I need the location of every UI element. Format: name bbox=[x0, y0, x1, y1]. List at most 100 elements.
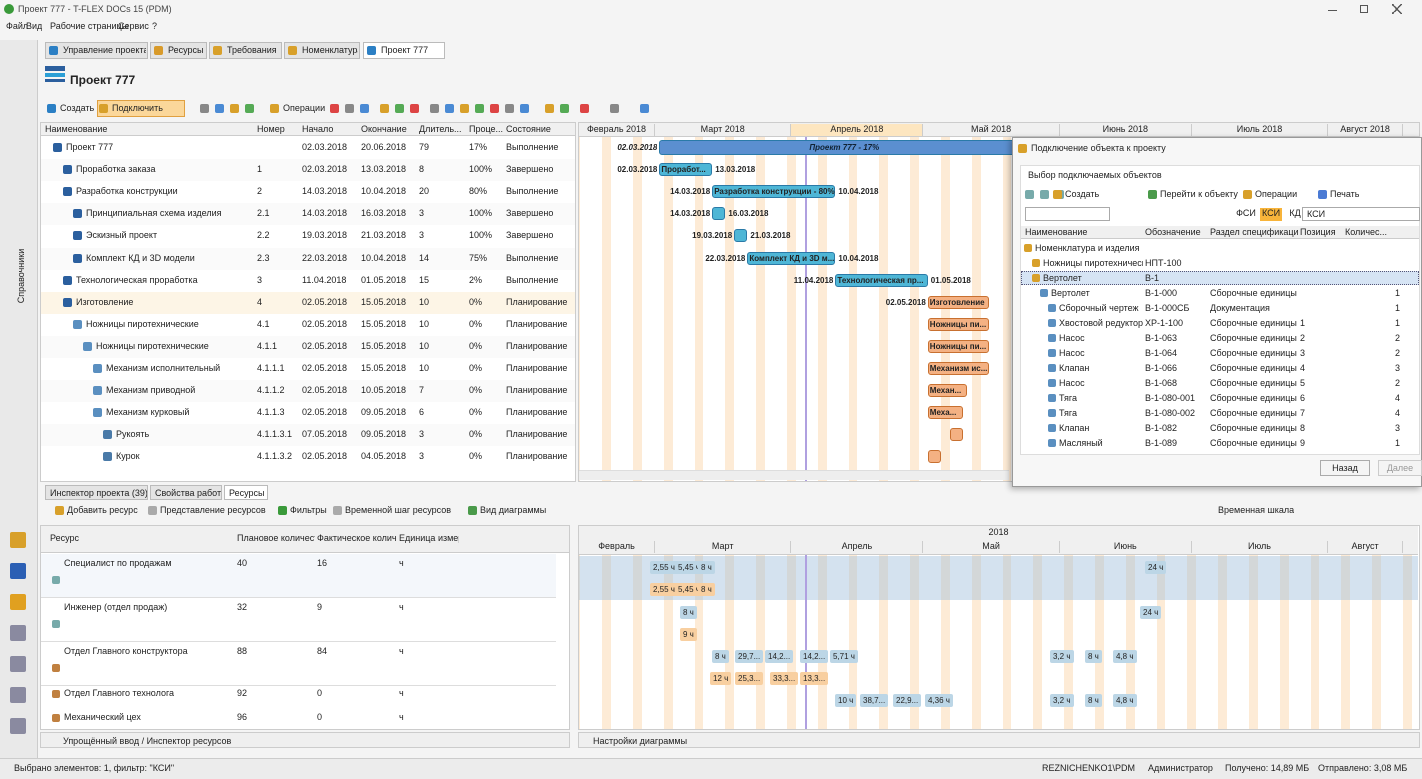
cell: 02.03.2018 bbox=[302, 164, 359, 176]
cell: 04.05.2018 bbox=[361, 451, 417, 463]
cell: Выполнение bbox=[506, 186, 571, 198]
load-chip: 8 ч bbox=[712, 650, 729, 663]
dialog-button[interactable]: Назад bbox=[1320, 460, 1370, 476]
dialog-toolbar-button[interactable]: Перейти к объекту bbox=[1160, 189, 1238, 201]
icon bbox=[1243, 190, 1252, 199]
dialog-toolbar-button[interactable]: Создать bbox=[1065, 189, 1099, 201]
resource-cell: 96 bbox=[237, 712, 315, 724]
dialog-toolbar-button[interactable]: Печать bbox=[1330, 189, 1359, 201]
dialog-toolbar-button[interactable]: Операции bbox=[1255, 189, 1297, 201]
resource-footer[interactable]: Упрощённый ввод / Инспектор ресурсов bbox=[40, 732, 570, 748]
cell: 100% bbox=[469, 164, 504, 176]
icon bbox=[1048, 319, 1056, 327]
resource-column: Фактическое количество bbox=[317, 533, 397, 545]
toolbar-button[interactable]: Операции bbox=[283, 103, 325, 115]
cell: Ножницы пиротехнические bbox=[86, 319, 256, 331]
icon bbox=[445, 104, 454, 113]
icon bbox=[73, 254, 82, 263]
column-header: Окончание bbox=[361, 124, 417, 136]
icon bbox=[52, 690, 60, 698]
resource-toolbar-button[interactable]: Временной шаг ресурсов bbox=[345, 505, 451, 517]
resource-toolbar-button[interactable]: Представление ресурсов bbox=[160, 505, 266, 517]
tab-label[interactable]: Управление проектами bbox=[63, 45, 146, 57]
combo-box[interactable] bbox=[1025, 207, 1110, 221]
icon bbox=[1024, 244, 1032, 252]
dialog-cell: Сборочные единицы bbox=[1210, 393, 1298, 405]
status-item: Администратор bbox=[1148, 763, 1213, 775]
resource-toolbar-button[interactable]: Вид диаграммы bbox=[480, 505, 546, 517]
column-header: Номер bbox=[257, 124, 299, 136]
timescale-button[interactable]: Временная шкала bbox=[1218, 505, 1294, 517]
cell: Ножницы пиротехнические bbox=[96, 341, 256, 353]
cell: 15.05.2018 bbox=[361, 363, 417, 375]
window-minimize[interactable] bbox=[1328, 10, 1337, 11]
filter-button[interactable]: КСИ bbox=[1260, 208, 1282, 221]
window-maximize[interactable] bbox=[1360, 5, 1368, 13]
cell: 1 bbox=[257, 164, 299, 176]
cell: 02.05.2018 bbox=[302, 341, 359, 353]
bar-label: Ножницы пи... bbox=[930, 320, 992, 331]
resource-cell: 92 bbox=[237, 688, 315, 700]
cell: Проработка заказа bbox=[76, 164, 256, 176]
dialog-cell: Сборочные единицы bbox=[1210, 423, 1298, 435]
icon bbox=[213, 46, 222, 55]
load-chip: 25,3... bbox=[735, 672, 763, 685]
icon bbox=[490, 104, 499, 113]
cell: 4.1.1.3.2 bbox=[257, 451, 299, 463]
menu-item[interactable]: Файл bbox=[6, 21, 28, 35]
cell: 15.05.2018 bbox=[361, 297, 417, 309]
cell: 4.1.1.1 bbox=[257, 363, 299, 375]
filter-button[interactable]: ФСИ bbox=[1235, 208, 1257, 221]
menu-item[interactable]: Сервис bbox=[118, 21, 149, 35]
toolbar-button[interactable]: Подключить bbox=[112, 103, 163, 115]
resource-toolbar-button[interactable]: Добавить ресурс bbox=[67, 505, 138, 517]
bar-label: Изготовление bbox=[930, 298, 992, 309]
resource-toolbar-button[interactable]: Фильтры bbox=[290, 505, 327, 517]
icon bbox=[73, 320, 82, 329]
toolbar-button[interactable]: Создать bbox=[60, 103, 94, 115]
bottom-tab[interactable]: Свойства работы bbox=[150, 485, 222, 500]
bar-label: Технологическая пр... bbox=[837, 276, 929, 287]
icon bbox=[1048, 394, 1056, 402]
bar-label: Ножницы пи... bbox=[930, 342, 992, 353]
dialog-cell: 3 bbox=[1395, 423, 1422, 435]
cell: 3 bbox=[419, 429, 467, 441]
cell: 3 bbox=[257, 275, 299, 287]
icon bbox=[1018, 144, 1027, 153]
dialog-column: Количес... bbox=[1345, 227, 1417, 239]
tab-label[interactable]: Проект 777 bbox=[381, 45, 443, 57]
chart-month: Август bbox=[1328, 541, 1403, 553]
cell: Курок bbox=[116, 451, 256, 463]
weekend-stripe bbox=[910, 137, 919, 481]
cell: Планирование bbox=[506, 451, 571, 463]
menu-item[interactable]: ? bbox=[152, 21, 157, 35]
weekend-stripe bbox=[972, 137, 981, 481]
dialog-cell: Хвостовой редуктор bbox=[1059, 318, 1143, 330]
icon bbox=[10, 687, 26, 703]
tab-label[interactable]: Требования bbox=[227, 45, 280, 57]
icon bbox=[545, 104, 554, 113]
dialog-cell: В-1-000 bbox=[1145, 288, 1208, 300]
cell: 79 bbox=[419, 142, 467, 154]
icon bbox=[380, 104, 389, 113]
tab-label[interactable]: Номенклатура bbox=[302, 45, 358, 57]
chart-footer[interactable]: Настройки диаграммы bbox=[578, 732, 1420, 748]
cell: Планирование bbox=[506, 341, 571, 353]
bottom-tab[interactable]: Ресурсы bbox=[224, 485, 268, 500]
menu-item[interactable]: Вид bbox=[26, 21, 42, 35]
dialog-button[interactable]: Далее bbox=[1378, 460, 1422, 476]
icon bbox=[10, 625, 26, 641]
cell: 7 bbox=[419, 385, 467, 397]
cell: 100% bbox=[469, 208, 504, 220]
cell: Проект 777 bbox=[66, 142, 256, 154]
cell: 6 bbox=[419, 407, 467, 419]
menu-item[interactable]: Рабочие страницы bbox=[50, 21, 128, 35]
bottom-tab[interactable]: Инспектор проекта (39) bbox=[45, 485, 148, 500]
tab-label[interactable]: Ресурсы bbox=[168, 45, 205, 57]
search-input[interactable]: КСИ bbox=[1302, 207, 1420, 221]
window-close[interactable] bbox=[1392, 4, 1402, 14]
gantt-bar bbox=[928, 450, 941, 463]
cell: 10 bbox=[419, 363, 467, 375]
bar-start-date: 19.03.2018 bbox=[682, 231, 732, 242]
left-sidebar bbox=[0, 40, 38, 758]
